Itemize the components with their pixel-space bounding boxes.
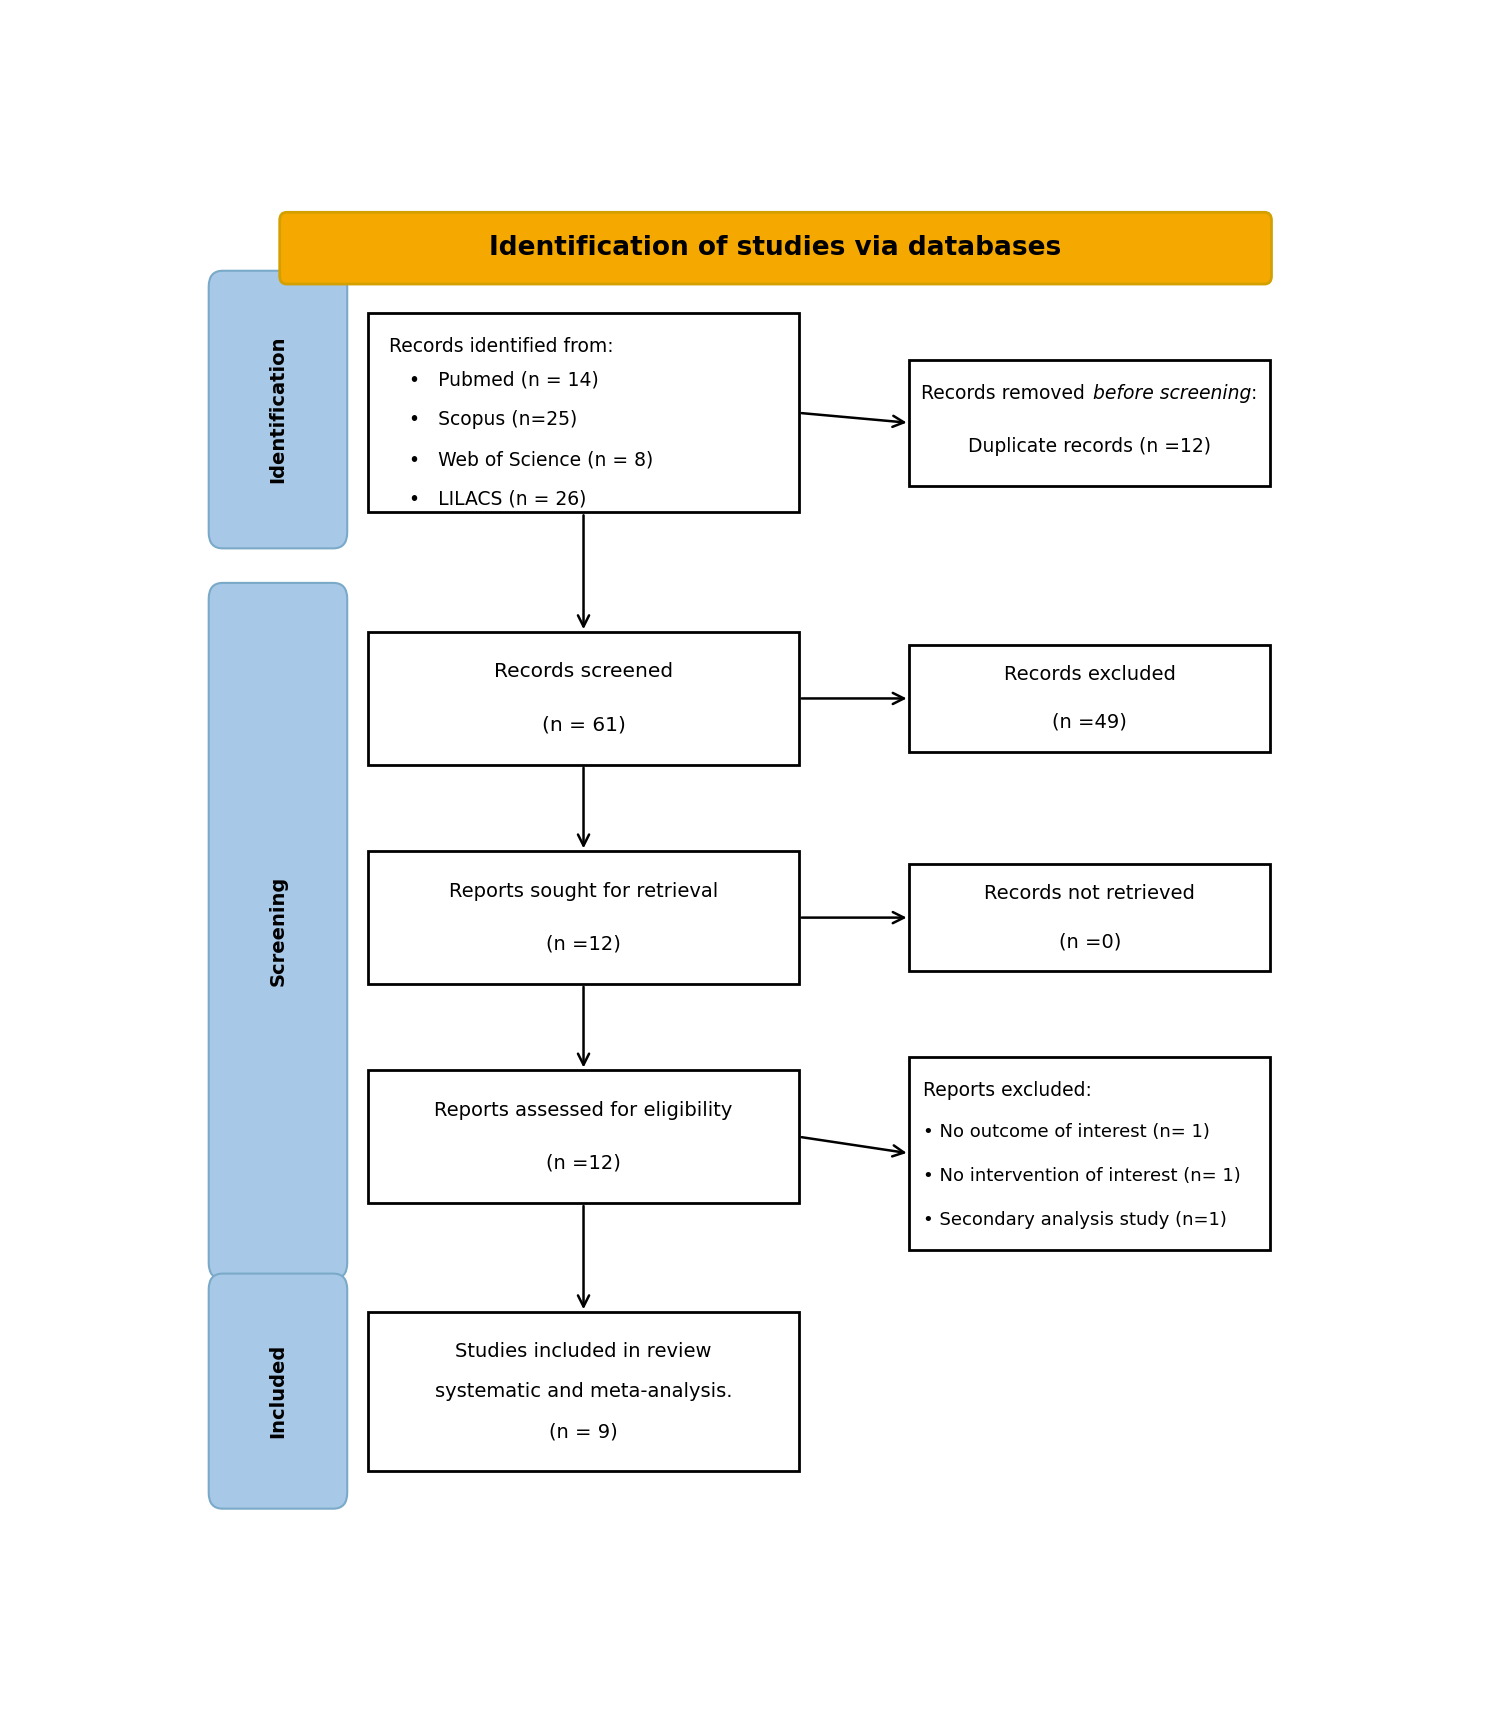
Text: • No outcome of interest (n= 1): • No outcome of interest (n= 1): [924, 1123, 1211, 1142]
Text: Reports excluded:: Reports excluded:: [924, 1082, 1092, 1101]
FancyBboxPatch shape: [368, 631, 799, 764]
FancyBboxPatch shape: [209, 583, 347, 1278]
Text: • No intervention of interest (n= 1): • No intervention of interest (n= 1): [924, 1168, 1241, 1185]
Text: Duplicate records (n =12): Duplicate records (n =12): [969, 436, 1212, 455]
Text: (n =12): (n =12): [547, 1154, 620, 1173]
Text: Records excluded: Records excluded: [1003, 666, 1176, 685]
Text: •   Web of Science (n = 8): • Web of Science (n = 8): [409, 450, 653, 469]
Text: •   Scopus (n=25): • Scopus (n=25): [409, 411, 577, 430]
Text: Screening: Screening: [269, 876, 287, 987]
FancyBboxPatch shape: [910, 645, 1271, 752]
Text: (n =49): (n =49): [1053, 712, 1128, 731]
Text: (n = 61): (n = 61): [542, 716, 625, 735]
FancyBboxPatch shape: [368, 1070, 799, 1204]
Text: Reports sought for retrieval: Reports sought for retrieval: [449, 881, 718, 900]
Text: Reports assessed for eligibility: Reports assessed for eligibility: [434, 1101, 733, 1120]
FancyBboxPatch shape: [910, 864, 1271, 971]
Text: :: :: [1251, 385, 1257, 404]
Text: before screening: before screening: [1093, 385, 1251, 404]
FancyBboxPatch shape: [368, 850, 799, 983]
Text: (n =0): (n =0): [1059, 932, 1120, 950]
Text: Included: Included: [269, 1344, 287, 1439]
FancyBboxPatch shape: [368, 1313, 799, 1471]
Text: Records identified from:: Records identified from:: [389, 336, 614, 355]
Text: Records not retrieved: Records not retrieved: [984, 885, 1196, 904]
FancyBboxPatch shape: [209, 1273, 347, 1509]
Text: Identification: Identification: [269, 336, 287, 483]
Text: (n =12): (n =12): [547, 935, 620, 954]
FancyBboxPatch shape: [910, 361, 1271, 486]
Text: Records removed: Records removed: [921, 385, 1090, 404]
FancyBboxPatch shape: [279, 212, 1272, 285]
Text: •   LILACS (n = 26): • LILACS (n = 26): [409, 490, 586, 509]
Text: (n = 9): (n = 9): [550, 1421, 617, 1440]
Text: Studies included in review: Studies included in review: [455, 1342, 712, 1361]
FancyBboxPatch shape: [209, 271, 347, 549]
Text: • Secondary analysis study (n=1): • Secondary analysis study (n=1): [924, 1211, 1227, 1230]
FancyBboxPatch shape: [910, 1057, 1271, 1249]
Text: systematic and meta-analysis.: systematic and meta-analysis.: [434, 1382, 733, 1401]
Text: Identification of studies via databases: Identification of studies via databases: [490, 235, 1062, 260]
Text: Records screened: Records screened: [494, 662, 673, 681]
Text: •   Pubmed (n = 14): • Pubmed (n = 14): [409, 371, 599, 390]
FancyBboxPatch shape: [368, 314, 799, 512]
